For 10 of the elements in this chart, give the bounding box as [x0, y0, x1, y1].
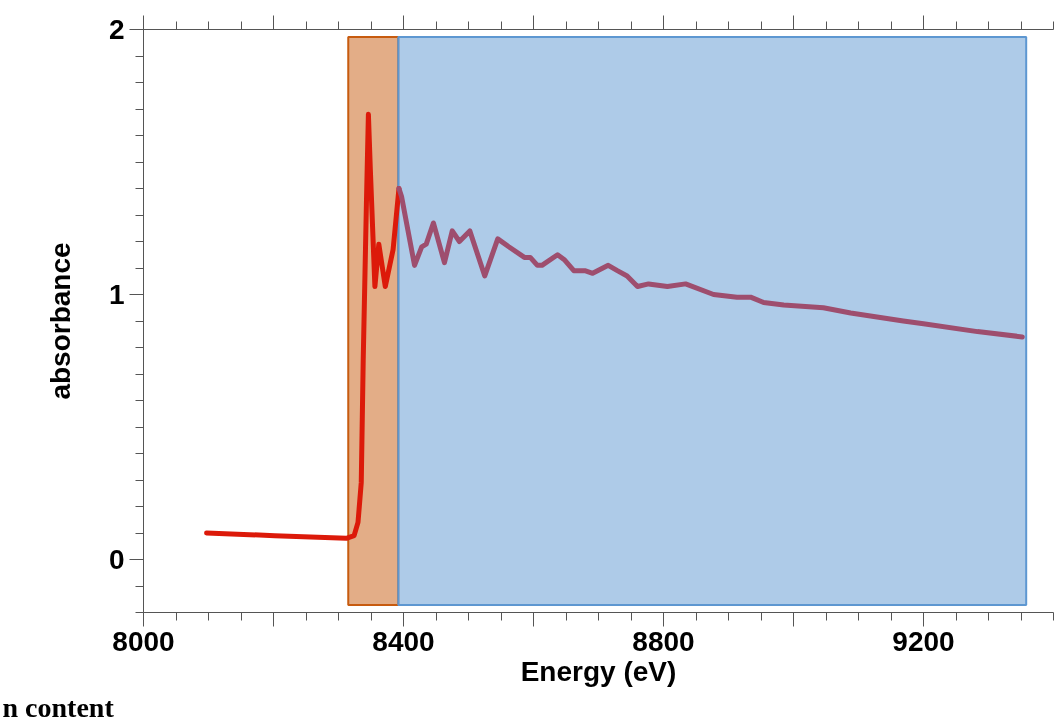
y-tick-label: 1: [108, 279, 125, 310]
y-axis-title: absorbance: [44, 242, 76, 400]
text: n content: [2, 691, 115, 722]
x-tick-label: 8800: [632, 625, 695, 657]
x-tick-label: 8000: [112, 625, 175, 657]
y-tick-label: 2: [108, 14, 125, 45]
x-axis-title: Energy (eV): [520, 655, 677, 687]
y-tick-label: 0: [108, 544, 125, 575]
x-tick-label: 8400: [372, 625, 435, 657]
x-tick-label: 9200: [892, 625, 955, 657]
